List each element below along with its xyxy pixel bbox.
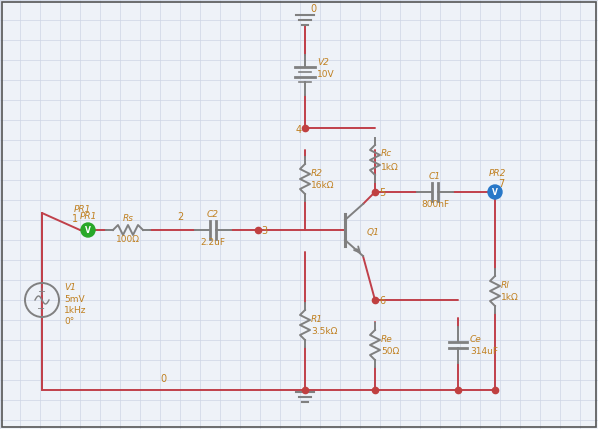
Text: 1: 1 (72, 214, 78, 224)
Text: PR1: PR1 (74, 205, 91, 214)
Text: V1: V1 (64, 283, 76, 292)
Text: V2: V2 (317, 58, 329, 67)
Text: 7: 7 (498, 179, 504, 189)
Text: PR1: PR1 (80, 212, 97, 221)
Text: Ce: Ce (470, 335, 482, 344)
Text: 800nF: 800nF (421, 200, 449, 209)
Text: V: V (492, 188, 498, 197)
Text: 0°: 0° (64, 317, 74, 326)
Text: Rs: Rs (123, 214, 133, 223)
Text: 0: 0 (160, 374, 166, 384)
Text: 3.5kΩ: 3.5kΩ (311, 327, 337, 336)
Text: Rc: Rc (381, 149, 392, 158)
Text: 1kHz: 1kHz (64, 306, 87, 315)
Text: C1: C1 (429, 172, 441, 181)
Text: 5mV: 5mV (64, 295, 85, 304)
Text: +: + (37, 287, 45, 297)
Text: 2.2uF: 2.2uF (200, 238, 225, 247)
Text: 2: 2 (177, 212, 183, 222)
Text: R2: R2 (311, 169, 323, 178)
Text: 16kΩ: 16kΩ (311, 181, 334, 190)
Text: PR2: PR2 (489, 169, 506, 178)
Text: 5: 5 (379, 188, 385, 198)
Text: 50Ω: 50Ω (381, 347, 399, 356)
Text: 100Ω: 100Ω (116, 235, 140, 244)
Circle shape (81, 223, 95, 237)
Text: 3: 3 (261, 226, 267, 236)
Text: C2: C2 (207, 210, 219, 219)
Text: Rl: Rl (501, 281, 509, 290)
Text: −: − (37, 304, 45, 314)
Text: 0: 0 (310, 4, 316, 14)
Text: 10V: 10V (317, 70, 335, 79)
Text: 6: 6 (379, 296, 385, 306)
Text: Q1: Q1 (367, 228, 380, 237)
Text: Re: Re (381, 335, 393, 344)
Text: V: V (85, 226, 91, 235)
Text: 314uF: 314uF (470, 347, 498, 356)
Text: 4: 4 (296, 125, 302, 135)
Text: 1kΩ: 1kΩ (501, 293, 518, 302)
Text: R1: R1 (311, 314, 323, 323)
Circle shape (488, 185, 502, 199)
Text: 1kΩ: 1kΩ (381, 163, 399, 172)
